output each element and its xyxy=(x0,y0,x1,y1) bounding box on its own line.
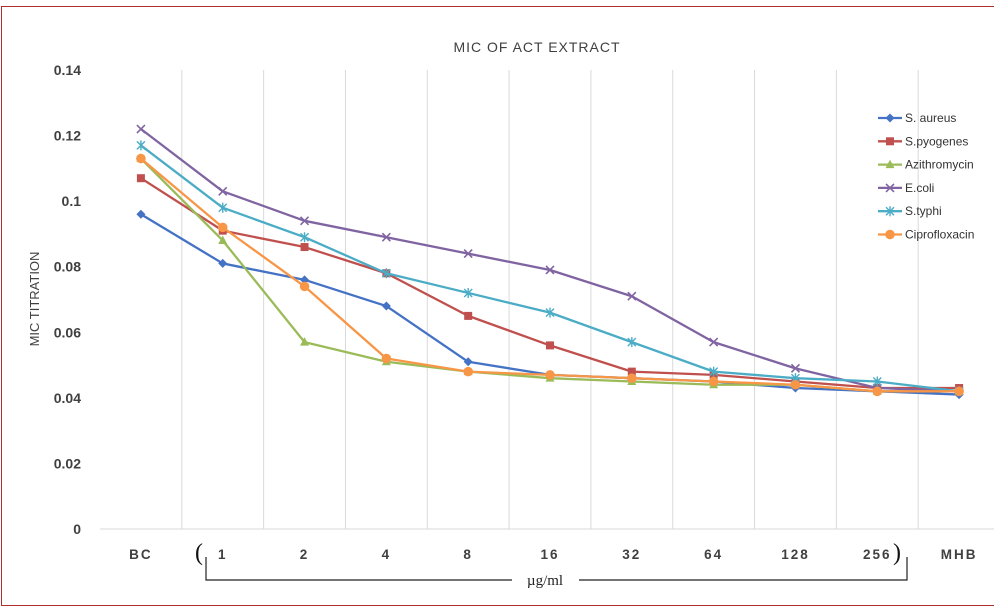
data-point xyxy=(218,235,228,244)
x-tick-label: 4 xyxy=(382,547,392,562)
data-point xyxy=(872,386,883,397)
data-point xyxy=(381,232,391,242)
series-s-pyogenes xyxy=(136,174,964,393)
data-point xyxy=(300,232,310,243)
data-point xyxy=(546,341,554,350)
legend-label: S.typhi xyxy=(905,204,942,218)
close-parenthesis: ) xyxy=(893,540,901,566)
data-point xyxy=(300,337,310,346)
y-tick-label: 0.04 xyxy=(54,390,81,406)
data-point xyxy=(299,281,310,292)
x-tick-label: 32 xyxy=(622,547,641,562)
series-ciprofloxacin xyxy=(136,153,964,397)
data-point xyxy=(627,337,637,348)
series-azithromycin xyxy=(136,153,964,395)
data-point xyxy=(136,174,145,183)
x-axis-unit-label: µg/ml xyxy=(527,573,563,589)
data-point xyxy=(464,311,473,320)
x-tick-label: 16 xyxy=(540,547,559,562)
series-s-typhi xyxy=(136,140,964,397)
data-point xyxy=(790,363,801,373)
data-point xyxy=(463,366,473,377)
y-tick-labels: 0 0.02 0.04 0.06 0.08 0.1 0.12 0.14 xyxy=(54,62,81,537)
legend-label: S.pyogenes xyxy=(905,134,968,148)
data-point xyxy=(300,243,309,252)
legend: S. aureus S.pyogenes Azithromycin E.coli S.t… xyxy=(878,111,974,242)
data-point xyxy=(545,307,555,318)
data-point xyxy=(627,291,637,301)
data-point xyxy=(885,183,895,193)
x-tick-label: 2 xyxy=(300,547,310,562)
data-point xyxy=(885,206,895,217)
y-tick-label: 0.1 xyxy=(62,193,82,209)
y-tick-label: 0.02 xyxy=(54,455,81,471)
vertical-gridlines xyxy=(181,70,919,529)
y-tick-label: 0.14 xyxy=(54,62,81,78)
data-point xyxy=(463,249,473,259)
data-point xyxy=(300,275,310,285)
data-point xyxy=(885,229,895,240)
data-point xyxy=(136,140,146,151)
y-tick-label: 0.12 xyxy=(54,128,81,144)
data-point xyxy=(136,124,146,134)
y-axis-label: MIC TITRATION xyxy=(27,252,42,347)
data-point xyxy=(954,386,964,397)
data-point xyxy=(463,357,473,367)
concentration-bracket: ( ) µg/ml xyxy=(195,540,908,589)
x-tick-label: MHB xyxy=(941,547,978,562)
open-parenthesis: ( xyxy=(195,540,203,566)
legend-label: Azithromycin xyxy=(905,158,974,172)
data-point xyxy=(885,159,895,169)
data-point xyxy=(708,376,719,387)
data-point xyxy=(218,186,228,196)
data-point xyxy=(136,209,146,219)
chart-title: MIC OF ACT EXTRACT xyxy=(453,39,620,55)
data-point xyxy=(381,268,391,279)
data-point xyxy=(709,337,719,347)
bracket-right-line xyxy=(579,557,908,581)
data-point xyxy=(709,366,719,377)
bracket-left-line xyxy=(205,557,512,581)
data-point xyxy=(886,137,894,146)
series-e-coli xyxy=(136,124,964,396)
legend-label: Ciprofloxacin xyxy=(905,228,974,242)
data-point xyxy=(545,370,555,380)
x-tick-labels: BC 1 2 4 8 16 32 64 128 256 MHB xyxy=(129,547,978,562)
data-point xyxy=(299,216,310,226)
x-tick-label: 8 xyxy=(463,547,473,562)
data-point xyxy=(545,265,555,275)
y-tick-label: 0 xyxy=(73,521,81,537)
data-point xyxy=(790,379,801,390)
data-point xyxy=(627,367,636,376)
data-point xyxy=(136,153,146,164)
x-tick-label: 128 xyxy=(781,547,810,562)
data-point xyxy=(217,222,228,233)
x-tick-label: 256 xyxy=(863,547,892,562)
data-point xyxy=(463,287,473,298)
y-tick-label: 0.08 xyxy=(54,259,81,275)
y-tick-label: 0.06 xyxy=(54,324,81,340)
data-point xyxy=(218,258,228,268)
legend-label: S. aureus xyxy=(905,111,956,125)
x-tick-label: 64 xyxy=(704,547,723,562)
x-tick-label: BC xyxy=(129,547,153,562)
data-point xyxy=(627,373,637,383)
data-point xyxy=(381,353,392,364)
data-point xyxy=(218,202,228,213)
line-chart: MIC OF ACT EXTRACT MIC TITRATION 0 0.02 0.… xyxy=(27,39,994,589)
data-point xyxy=(381,301,391,311)
data-point xyxy=(872,376,882,387)
legend-label: E.coli xyxy=(905,181,934,195)
data-point xyxy=(885,113,895,123)
series-lines xyxy=(136,124,964,400)
x-tick-label: 1 xyxy=(218,547,228,562)
